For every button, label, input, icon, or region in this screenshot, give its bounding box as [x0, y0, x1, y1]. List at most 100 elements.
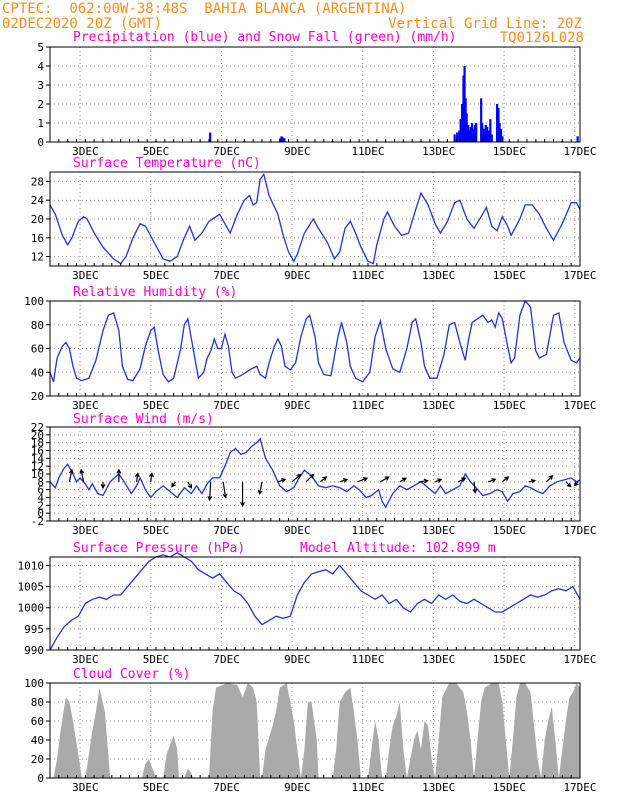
wind-vector-head [187, 483, 193, 489]
y-tick-label: 4 [37, 492, 44, 505]
wind-vector-head [491, 478, 497, 483]
y-tick-label: 2 [37, 499, 44, 512]
wind-vector-head [281, 478, 287, 483]
wind-vector [80, 469, 85, 482]
y-tick-label: 4 [37, 60, 44, 73]
wind-vector-head [362, 477, 369, 482]
cloud-cover-area [50, 683, 580, 778]
wind-vector [305, 474, 314, 483]
x-tick-label: 11DEC [351, 781, 384, 794]
wind-vector-head [116, 468, 122, 474]
run-id: TQ0126L028 [499, 30, 584, 46]
precip-bar [484, 124, 487, 142]
precip-bar [472, 128, 475, 142]
x-tick-label: 11DEC [351, 269, 384, 282]
y-tick-label: 995 [24, 623, 44, 636]
wind-vector-head [100, 484, 106, 490]
precip-bar [475, 123, 478, 142]
precip-bar [495, 104, 499, 142]
x-tick-label: 5DEC [143, 524, 170, 537]
x-tick-label: 13DEC [422, 653, 455, 666]
y-tick-label: 1000 [18, 602, 45, 615]
x-tick-label: 3DEC [72, 269, 99, 282]
x-tick-label: 3DEC [72, 781, 99, 794]
x-tick-label: 17DEC [563, 524, 596, 537]
y-tick-label: 16 [31, 445, 44, 458]
wind-vector-head [309, 473, 315, 479]
y-tick-label: 10 [31, 468, 44, 481]
y-tick-label: 100 [24, 295, 44, 308]
y-tick-label: 1005 [18, 581, 45, 594]
precip-bar [473, 124, 476, 142]
y-tick-label: 18 [31, 437, 44, 450]
y-tick-label: 1 [37, 117, 44, 130]
precip-bar [209, 132, 212, 142]
y-tick-label: -2 [31, 515, 44, 528]
run-date: 02DEC2020 20Z (GMT) [2, 16, 163, 32]
y-tick-label: 24 [31, 194, 45, 207]
y-tick-label: 80 [31, 319, 44, 332]
y-tick-label: 60 [31, 715, 44, 728]
x-tick-label: 9DEC [284, 524, 311, 537]
wind-vector-head [384, 476, 390, 481]
x-tick-label: 9DEC [284, 781, 311, 794]
wind-vector-head [573, 481, 579, 487]
y-tick-label: 20 [31, 390, 44, 403]
x-tick-label: 7DEC [213, 781, 240, 794]
wind-vector-head [530, 478, 536, 484]
wind-vector [68, 469, 73, 482]
x-tick-label: 15DEC [493, 145, 526, 158]
panel-2: Relative Humidity (%) 20 40 60 80 100 3DEC 5DEC… [24, 285, 596, 412]
wind-vector-head [79, 468, 85, 474]
panel-4: Surface Pressure (hPa) Model Altitude: 10… [18, 541, 597, 666]
panel-5: Cloud Cover (%) 0 20 40 60 80 100 3DEC 5DEC 7DEC 9… [24, 667, 596, 794]
series-line [49, 299, 581, 383]
wind-vector [419, 480, 428, 483]
x-tick-label: 9DEC [284, 653, 311, 666]
precip-bar [453, 134, 456, 142]
y-tick-label: 990 [24, 644, 44, 657]
y-tick-label: 6 [37, 484, 44, 497]
panel-title: Precipitation (blue) and Snow Fall (gree… [73, 30, 457, 45]
x-tick-label: 5DEC [143, 399, 170, 412]
wind-vector [319, 476, 327, 483]
wind-vector-head [68, 468, 74, 474]
wind-vector [473, 481, 476, 493]
x-tick-label: 3DEC [72, 399, 99, 412]
precip-bar [481, 123, 484, 142]
x-tick-label: 17DEC [563, 399, 596, 412]
wind-vector [546, 475, 553, 483]
x-tick-label: 9DEC [284, 145, 311, 158]
x-tick-label: 3DEC [72, 145, 99, 158]
wind-vector-head [257, 489, 263, 496]
y-tick-label: 16 [31, 232, 44, 245]
chart-header: CPTEC: 062:00W-38:48S BAHIA BLANCA (ARGE… [0, 0, 618, 46]
panel-title: Surface Pressure (hPa) [73, 541, 245, 556]
x-tick-label: 17DEC [563, 781, 596, 794]
x-tick-label: 13DEC [422, 145, 455, 158]
y-tick-label: 12 [31, 251, 44, 264]
precip-bar [470, 123, 474, 142]
wind-vector [277, 478, 286, 483]
y-tick-label: 22 [31, 421, 44, 434]
x-tick-label: 15DEC [493, 269, 526, 282]
precip-bar [456, 132, 459, 142]
x-tick-label: 3DEC [72, 653, 99, 666]
x-tick-label: 11DEC [351, 145, 384, 158]
x-tick-label: 11DEC [351, 653, 384, 666]
y-tick-label: 20 [31, 213, 44, 226]
wind-vector-head [207, 495, 213, 502]
wind-vector-head [240, 502, 246, 508]
series-line [49, 172, 581, 265]
x-tick-label: 3DEC [72, 524, 99, 537]
wind-vector-head [134, 472, 140, 478]
wind-vector [150, 473, 153, 482]
wind-vector-head [461, 477, 467, 482]
panel-title: Relative Humidity (%) [73, 285, 237, 300]
wind-vector [487, 478, 496, 483]
wind-vector-head [548, 474, 554, 480]
wind-vector-head [149, 472, 154, 478]
station-title: CPTEC: 062:00W-38:48S BAHIA BLANCA (ARGE… [2, 1, 407, 17]
wind-vector [380, 476, 390, 483]
